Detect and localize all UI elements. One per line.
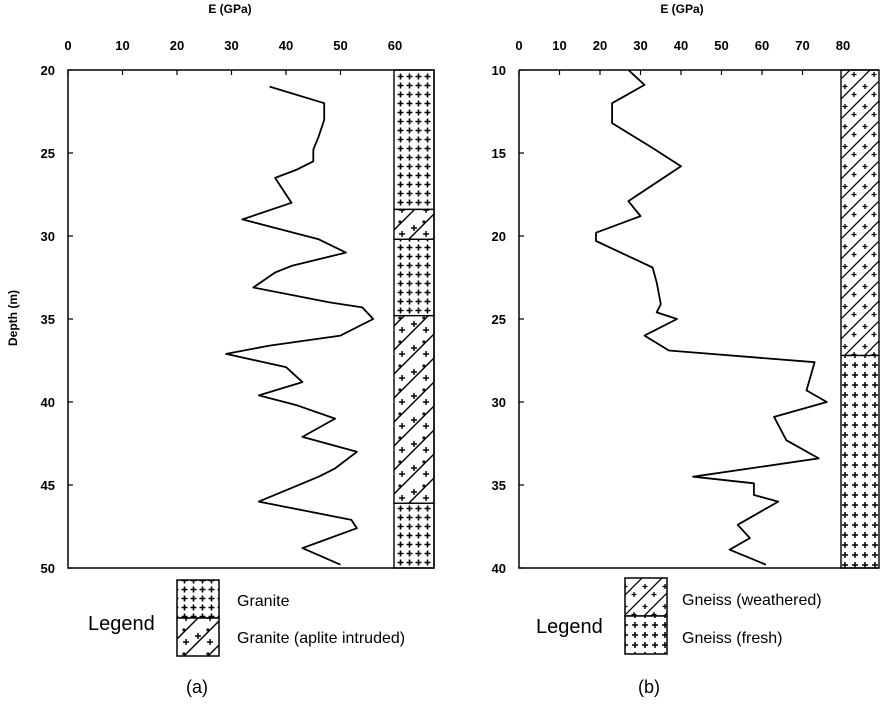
x-tick-label: 60 bbox=[388, 38, 402, 53]
x-tick-label: 40 bbox=[674, 38, 688, 53]
y-tick-label: 40 bbox=[492, 561, 506, 576]
x-ticks: 0 10 20 30 40 50 60 bbox=[64, 38, 402, 75]
legend-title: Legend bbox=[536, 616, 603, 638]
panel-label: (b) bbox=[638, 677, 660, 697]
plot-frame bbox=[67, 69, 435, 569]
legend-swatch-granite bbox=[176, 579, 220, 619]
lithology-segment bbox=[393, 502, 435, 569]
legend-item-weathered: Gneiss (weathered) bbox=[682, 592, 822, 609]
x-tick-label: 50 bbox=[714, 38, 728, 53]
y-tick-label: 10 bbox=[492, 63, 506, 78]
x-tick-label: 50 bbox=[333, 38, 347, 53]
legend-swatch-weathered bbox=[624, 577, 668, 617]
y-ticks: 20 25 30 35 40 45 50 bbox=[41, 63, 73, 576]
y-ticks: 10 15 20 25 30 35 40 bbox=[492, 63, 524, 576]
legend-item-aplite: Granite (aplite intruded) bbox=[237, 630, 405, 647]
y-tick-label: 30 bbox=[492, 395, 506, 410]
y-tick-label: 20 bbox=[41, 63, 55, 78]
legend-swatch-aplite bbox=[176, 617, 220, 657]
y-tick-label: 35 bbox=[492, 478, 506, 493]
x-tick-label: 10 bbox=[552, 38, 566, 53]
y-tick-label: 35 bbox=[41, 312, 55, 327]
plot-frame bbox=[518, 69, 879, 569]
lithology-column bbox=[840, 69, 880, 569]
lithology-column bbox=[393, 69, 435, 569]
x-ticks: 0 10 20 30 40 50 60 70 80 bbox=[515, 38, 850, 75]
legend: Legend Granite Granite (aplite intruded) bbox=[88, 579, 405, 657]
y-tick-label: 30 bbox=[41, 229, 55, 244]
panel-b: E (GPa) 0 10 20 30 40 50 60 70 80 10 15 20 25 30 35 40… bbox=[492, 2, 880, 697]
y-tick-label: 15 bbox=[492, 146, 506, 161]
legend: Legend Gneiss (weathered) Gneiss (fresh) bbox=[536, 577, 822, 655]
y-tick-label: 50 bbox=[41, 561, 55, 576]
lithology-segment bbox=[393, 69, 435, 211]
y-tick-label: 25 bbox=[41, 146, 55, 161]
y-tick-label: 45 bbox=[41, 478, 55, 493]
x-tick-label: 80 bbox=[836, 38, 850, 53]
lithology-segment bbox=[840, 354, 880, 569]
y-tick-label: 20 bbox=[492, 229, 506, 244]
lithology-segment bbox=[393, 208, 435, 241]
lithology-segment bbox=[393, 238, 435, 317]
legend-item-fresh: Gneiss (fresh) bbox=[682, 630, 782, 647]
y-tick-label: 25 bbox=[492, 312, 506, 327]
x-tick-label: 10 bbox=[115, 38, 129, 53]
x-axis-label: E (GPa) bbox=[208, 2, 251, 16]
legend-swatch-fresh bbox=[624, 615, 668, 655]
x-tick-label: 70 bbox=[795, 38, 809, 53]
modulus-line bbox=[595, 69, 828, 566]
lithology-segment bbox=[393, 314, 435, 504]
x-tick-label: 30 bbox=[633, 38, 647, 53]
x-axis-label: E (GPa) bbox=[660, 2, 703, 16]
x-tick-label: 30 bbox=[224, 38, 238, 53]
x-tick-label: 0 bbox=[64, 38, 71, 53]
modulus-line bbox=[225, 85, 375, 566]
x-tick-label: 0 bbox=[515, 38, 522, 53]
x-tick-label: 20 bbox=[170, 38, 184, 53]
y-axis-label: Depth (m) bbox=[6, 290, 20, 346]
x-tick-label: 20 bbox=[593, 38, 607, 53]
x-tick-label: 40 bbox=[279, 38, 293, 53]
panel-a: E (GPa) Depth (m) 0 10 20 30 40 50 60 20 25 30 35… bbox=[6, 2, 435, 697]
legend-title: Legend bbox=[88, 613, 155, 635]
lithology-segment bbox=[840, 69, 880, 357]
x-tick-label: 60 bbox=[755, 38, 769, 53]
y-tick-label: 40 bbox=[41, 395, 55, 410]
legend-item-granite: Granite bbox=[237, 593, 290, 610]
panel-label: (a) bbox=[186, 677, 208, 697]
